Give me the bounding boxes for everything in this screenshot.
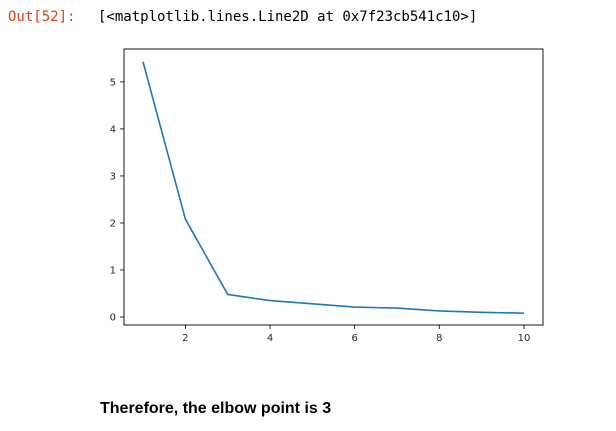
x-tick-label: 6 [351, 333, 357, 344]
x-tick-label: 4 [267, 333, 273, 344]
output-cell: Out[52]: [<matplotlib.lines.Line2D at 0x… [0, 6, 616, 30]
y-tick-label: 0 [110, 313, 116, 324]
line-chart: 2 4 6 8 10 0 1 2 3 4 5 [110, 48, 544, 344]
output-repr: [<matplotlib.lines.Line2D at 0x7f23cb541… [98, 9, 478, 25]
output-prompt: Out[52]: [8, 9, 76, 25]
x-tick-label: 2 [182, 333, 188, 344]
y-tick-label: 1 [110, 265, 116, 276]
plot-frame [123, 48, 544, 326]
y-tick-label: 2 [110, 218, 116, 229]
y-tick-label: 3 [110, 171, 116, 182]
conclusion-text: Therefore, the elbow point is 3 [100, 400, 332, 417]
series-line [142, 61, 525, 314]
y-tick-label: 4 [110, 124, 116, 135]
x-tick-label: 10 [518, 333, 531, 344]
y-tick-label: 5 [110, 77, 116, 88]
x-tick-label: 8 [436, 333, 442, 344]
axis-ticks: 2 4 6 8 10 0 1 2 3 4 5 [110, 77, 531, 344]
